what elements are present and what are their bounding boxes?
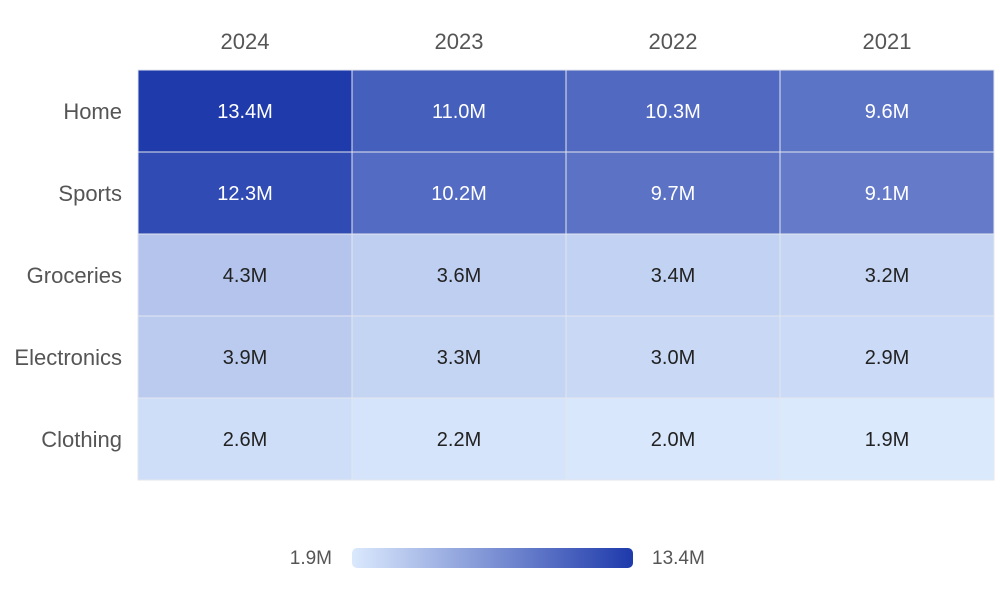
- cell-value-label: 13.4M: [217, 101, 273, 123]
- heatmap-cell: [565, 315, 781, 399]
- legend-gradient-bar: [352, 548, 633, 568]
- cell-value-label: 2.9M: [865, 347, 909, 369]
- heatmap-cell: [137, 151, 353, 235]
- heatmap-cell: [779, 315, 995, 399]
- heatmap-cells: 13.4M 11.0M 10.3M 9.6M 12.3M 10.2M 9.7M 9.1M 4.3…: [137, 69, 995, 481]
- cell-value-label: 3.3M: [437, 347, 481, 369]
- heatmap-cell: [351, 233, 567, 317]
- cell-value-label: 10.3M: [645, 101, 701, 123]
- cell-value-label: 3.9M: [223, 347, 267, 369]
- cell-value-label: 1.9M: [865, 429, 909, 451]
- row-label-groceries: Groceries: [27, 263, 122, 288]
- color-scale-legend: 1.9M 13.4M: [290, 548, 705, 569]
- row-labels: Home Sports Groceries Electronics Clothing: [14, 99, 122, 452]
- cell-value-label: 2.0M: [651, 429, 695, 451]
- column-label-2023: 2023: [435, 29, 484, 54]
- heatmap-cell: [351, 315, 567, 399]
- heatmap-cell: [351, 69, 567, 153]
- column-label-2022: 2022: [649, 29, 698, 54]
- cell-value-label: 2.6M: [223, 429, 267, 451]
- heatmap-cell: [137, 397, 353, 481]
- cell-value-label: 2.2M: [437, 429, 481, 451]
- cell-value-label: 9.7M: [651, 183, 695, 205]
- cell-value-label: 12.3M: [217, 183, 273, 205]
- row-label-sports: Sports: [58, 181, 122, 206]
- cell-value-label: 3.0M: [651, 347, 695, 369]
- cell-value-label: 9.1M: [865, 183, 909, 205]
- cell-value-label: 11.0M: [432, 101, 486, 123]
- cell-value-label: 3.2M: [865, 265, 909, 287]
- heatmap-cell: [137, 69, 353, 153]
- row-label-electronics: Electronics: [14, 345, 122, 370]
- heatmap-cell: [779, 233, 995, 317]
- heatmap-cell: [351, 397, 567, 481]
- legend-min-label: 1.9M: [290, 548, 332, 569]
- cell-value-label: 3.6M: [437, 265, 481, 287]
- cell-value-label: 9.6M: [865, 101, 909, 123]
- heatmap-cell: [779, 69, 995, 153]
- heatmap-cell: [779, 397, 995, 481]
- heatmap-cell: [137, 315, 353, 399]
- heatmap-cell: [565, 397, 781, 481]
- cell-value-label: 3.4M: [651, 265, 695, 287]
- column-labels: 2024 2023 2022 2021: [221, 29, 912, 54]
- column-label-2024: 2024: [221, 29, 270, 54]
- heatmap-cell: [565, 69, 781, 153]
- column-label-2021: 2021: [863, 29, 912, 54]
- cell-value-label: 10.2M: [431, 183, 487, 205]
- cell-value-label: 4.3M: [223, 265, 267, 287]
- row-label-home: Home: [63, 99, 122, 124]
- heatmap-cell: [351, 151, 567, 235]
- heatmap-cell: [779, 151, 995, 235]
- row-label-clothing: Clothing: [41, 427, 122, 452]
- legend-max-label: 13.4M: [652, 548, 705, 569]
